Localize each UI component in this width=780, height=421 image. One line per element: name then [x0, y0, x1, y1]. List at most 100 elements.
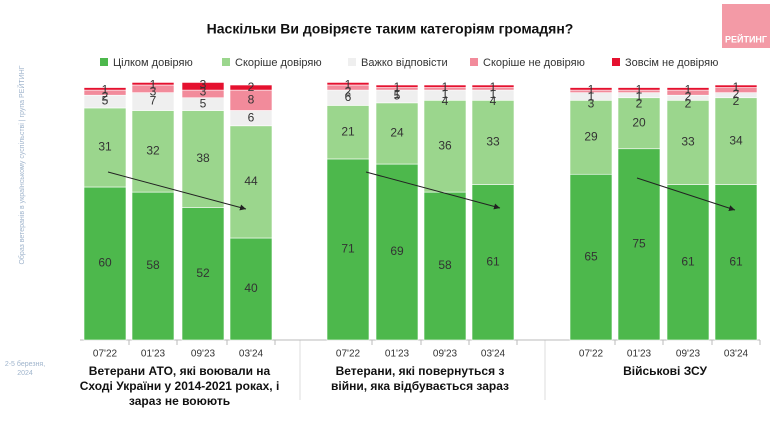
value-label: 2	[733, 87, 740, 101]
bar-segment	[131, 110, 175, 193]
bar-segment	[471, 100, 515, 185]
legend-swatch	[348, 58, 356, 66]
trend-arrow	[365, 171, 501, 210]
value-label: 2	[102, 90, 109, 104]
bar-segment	[229, 84, 273, 91]
value-label: 2	[685, 90, 692, 104]
value-label: 5	[200, 96, 207, 110]
bar-segment	[181, 110, 225, 208]
value-label: 5	[102, 94, 109, 108]
group-label: Ветерани, які повернуться з війни, яка в…	[330, 364, 510, 393]
bar-segment	[229, 125, 273, 239]
value-label: 1	[588, 83, 595, 97]
value-label: 2	[733, 94, 740, 108]
bar-segment	[714, 184, 758, 341]
value-label: 1	[636, 83, 643, 97]
x-tick-label: 03'24	[481, 349, 506, 360]
value-label: 4	[490, 94, 497, 108]
value-label: 3	[588, 97, 595, 111]
legend-swatch	[612, 58, 620, 66]
bar-segment	[569, 87, 613, 91]
value-label: 44	[244, 174, 258, 188]
value-label: 1	[150, 78, 157, 92]
legend-label: Зовсім не довіряю	[625, 57, 718, 69]
value-label: 3	[200, 78, 207, 92]
x-tick-label: 07'22	[579, 349, 604, 360]
value-label: 1	[394, 87, 401, 101]
bar-segment	[131, 82, 175, 86]
value-label: 6	[248, 110, 255, 124]
bar-segment	[714, 84, 758, 88]
value-label: 6	[345, 90, 352, 104]
bar-segment	[83, 186, 127, 341]
bar-segment	[569, 100, 613, 175]
value-label: 58	[438, 258, 452, 272]
group-label: Військові ЗСУ	[623, 364, 707, 378]
legend-label: Важко відповісти	[361, 57, 448, 69]
bar-segment	[666, 87, 710, 91]
value-label: 33	[486, 135, 500, 149]
date: 2-5 березня, 2024	[4, 361, 46, 377]
bar-segment	[471, 184, 515, 341]
legend-swatch	[470, 58, 478, 66]
value-label: 2	[636, 97, 643, 111]
value-label: 58	[146, 258, 160, 272]
value-label: 1	[442, 80, 449, 94]
x-tick-label: 01'23	[627, 349, 652, 360]
bar-segment	[617, 87, 661, 91]
value-label: 69	[390, 244, 404, 258]
bar-segment	[617, 97, 661, 150]
bar-segment	[83, 107, 127, 188]
legend-swatch	[100, 58, 108, 66]
value-label: 3	[150, 85, 157, 99]
value-label: 1	[636, 90, 643, 104]
bar-segment	[181, 82, 225, 91]
value-label: 2	[345, 85, 352, 99]
bar-segment	[423, 100, 467, 193]
bar-segment	[229, 237, 273, 341]
trend-arrow	[107, 171, 247, 211]
logo: РЕЙТИНГ	[725, 33, 767, 44]
value-label: 21	[341, 124, 355, 138]
x-tick-label: 03'24	[239, 349, 264, 360]
x-tick-label: 09'23	[191, 349, 216, 360]
bar-segment	[181, 207, 225, 341]
x-tick-label: 09'23	[433, 349, 458, 360]
value-label: 1	[685, 83, 692, 97]
value-label: 2	[685, 97, 692, 111]
value-label: 1	[394, 80, 401, 94]
value-label: 40	[244, 281, 258, 295]
bar-segment	[375, 102, 419, 165]
value-label: 29	[584, 129, 598, 143]
value-label: 31	[98, 140, 112, 154]
value-label: 20	[632, 115, 646, 129]
chart-title: Наскільки Ви довіряєте таким категоріям …	[207, 21, 574, 37]
bar-segment	[423, 84, 467, 88]
bar-segment	[326, 158, 370, 341]
bar-segment	[423, 191, 467, 341]
x-tick-label: 01'23	[385, 349, 410, 360]
value-label: 3	[200, 85, 207, 99]
value-label: 60	[98, 256, 112, 270]
bar-segment	[666, 100, 710, 185]
value-label: 65	[584, 249, 598, 263]
trend-arrow	[636, 177, 736, 211]
value-label: 1	[345, 78, 352, 92]
value-label: 61	[486, 254, 500, 268]
value-label: 1	[733, 80, 740, 94]
value-label: 36	[438, 138, 452, 152]
x-tick-label: 07'22	[336, 349, 361, 360]
bar-segment	[617, 148, 661, 341]
bar-segment	[471, 84, 515, 88]
bar-segment	[714, 97, 758, 185]
value-label: 8	[248, 92, 255, 106]
value-label: 2	[248, 80, 255, 94]
bar-segment	[375, 163, 419, 341]
value-label: 24	[390, 126, 404, 140]
value-label: 1	[102, 83, 109, 97]
side-note: Образ ветеранів в українському суспільст…	[17, 65, 26, 264]
value-label: 71	[341, 242, 355, 256]
value-label: 1	[588, 90, 595, 104]
x-tick-label: 09'23	[676, 349, 701, 360]
